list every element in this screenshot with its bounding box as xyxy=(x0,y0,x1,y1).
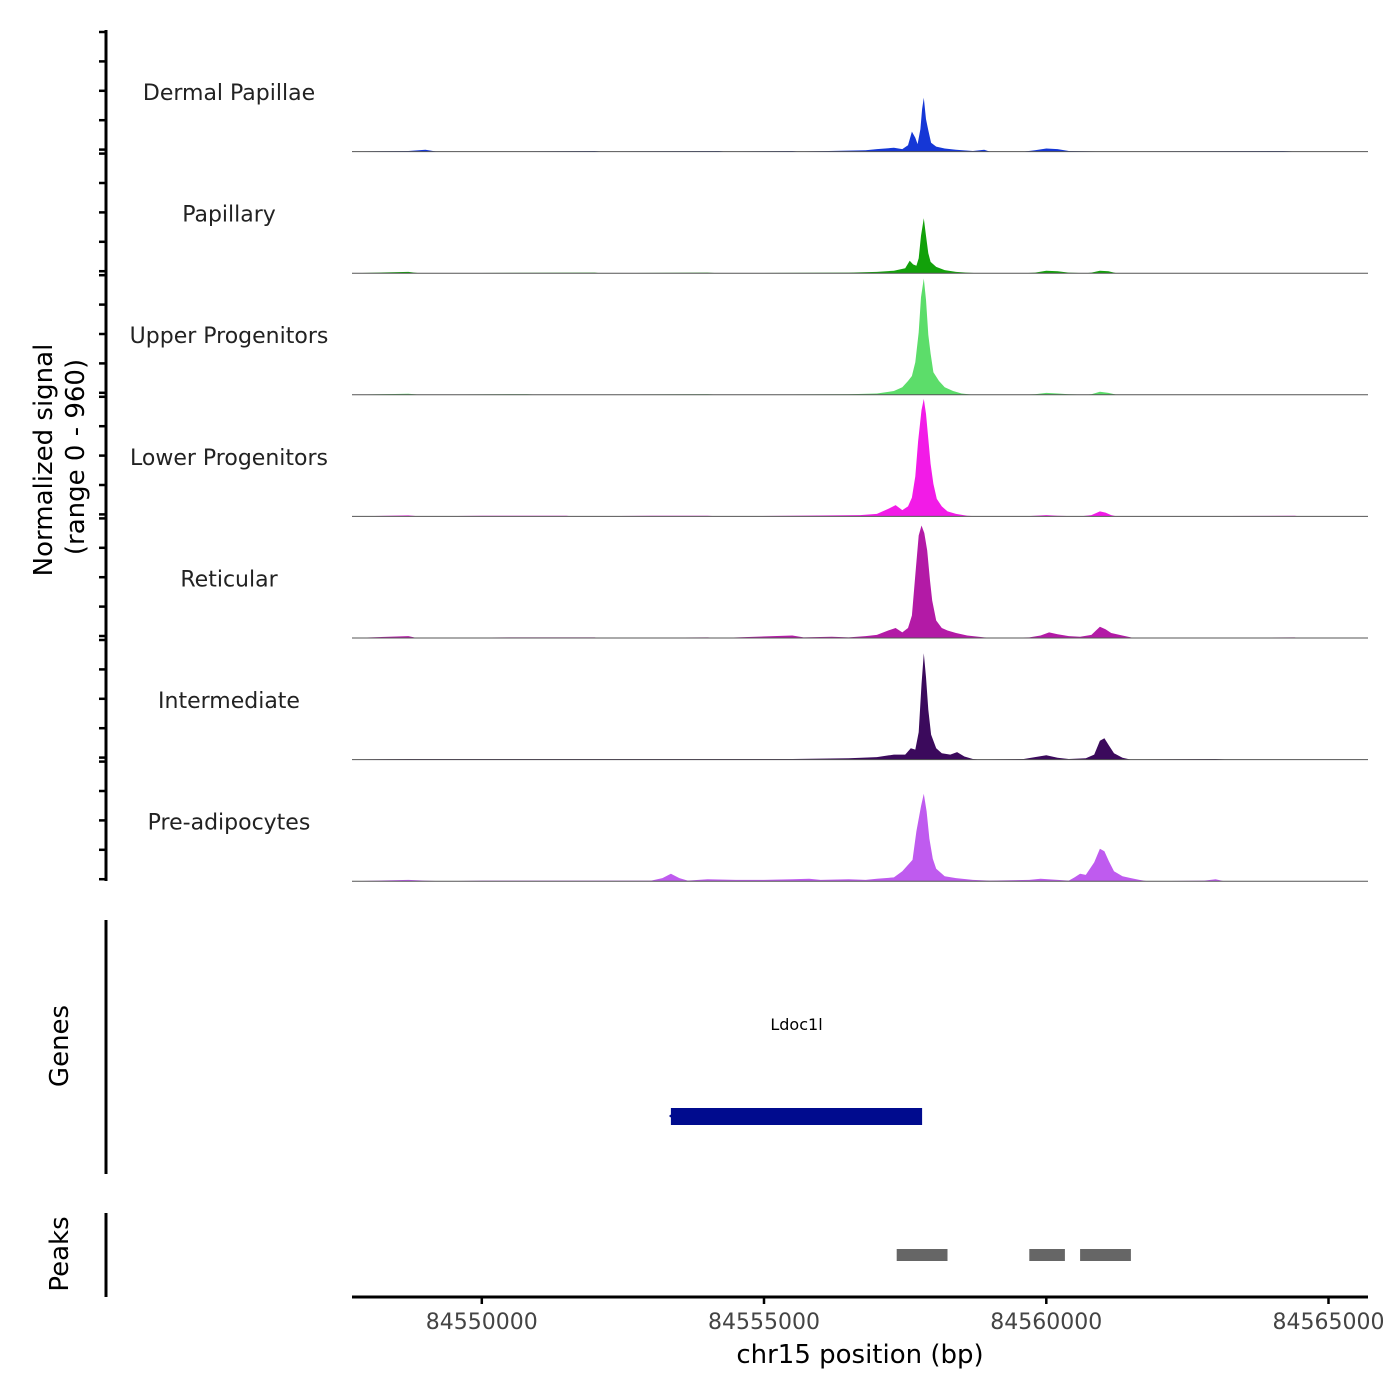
y-axis-range: (range 0 - 960) xyxy=(61,359,91,555)
track-label: Dermal Papillae xyxy=(143,81,315,106)
track-reticular: Reticular xyxy=(99,517,1368,639)
peak-region xyxy=(1080,1249,1131,1261)
gene-strand-arrow xyxy=(668,1110,677,1122)
track-label: Papillary xyxy=(182,203,276,228)
gene-body xyxy=(670,1108,923,1125)
track-signal-area xyxy=(352,278,1368,395)
track-papillary: Papillary xyxy=(99,152,1368,274)
gene-label: Ldoc1l xyxy=(770,1015,822,1034)
track-label: Pre-adipocytes xyxy=(148,811,311,836)
track-label: Intermediate xyxy=(158,689,300,714)
genes-panel-title: Genes xyxy=(45,1005,75,1087)
signal-tracks: Dermal Papillae Papillary Upper Progenitor… xyxy=(99,30,1368,882)
track-label: Reticular xyxy=(180,567,278,592)
track-signal-area xyxy=(352,218,1368,274)
track-intermediate: Intermediate xyxy=(99,638,1368,761)
track-signal-area xyxy=(352,97,1368,152)
track-lower-progenitors: Lower Progenitors xyxy=(99,395,1368,517)
track-upper-progenitors: Upper Progenitors xyxy=(99,273,1368,396)
genes-panel: Ldoc1l xyxy=(104,920,923,1174)
x-tick-label: 84555000 xyxy=(708,1310,820,1335)
track-pre-adipocytes: Pre-adipocytes xyxy=(99,760,1368,882)
x-tick-label: 84560000 xyxy=(990,1310,1102,1335)
x-axis-title: chr15 position (bp) xyxy=(736,1340,983,1370)
track-signal-area xyxy=(352,653,1368,760)
x-tick-label: 84550000 xyxy=(426,1310,538,1335)
track-signal-area xyxy=(352,793,1368,882)
y-axis-title: Normalized signal xyxy=(29,344,59,577)
peak-region xyxy=(1029,1249,1065,1261)
track-label: Lower Progenitors xyxy=(130,446,328,471)
track-dermal-papillae: Dermal Papillae xyxy=(99,30,1368,153)
peak-region xyxy=(896,1249,948,1261)
track-label: Upper Progenitors xyxy=(130,324,329,349)
peaks-panel xyxy=(104,1213,1131,1297)
track-signal-area xyxy=(352,525,1368,638)
peaks-panel-title: Peaks xyxy=(45,1216,75,1291)
x-tick-label: 84565000 xyxy=(1273,1310,1385,1335)
gene-ldoc1l: Ldoc1l xyxy=(668,1015,923,1125)
x-axis: 84550000 84555000 84560000 84565000 xyxy=(352,1295,1385,1335)
track-signal-area xyxy=(352,398,1368,517)
